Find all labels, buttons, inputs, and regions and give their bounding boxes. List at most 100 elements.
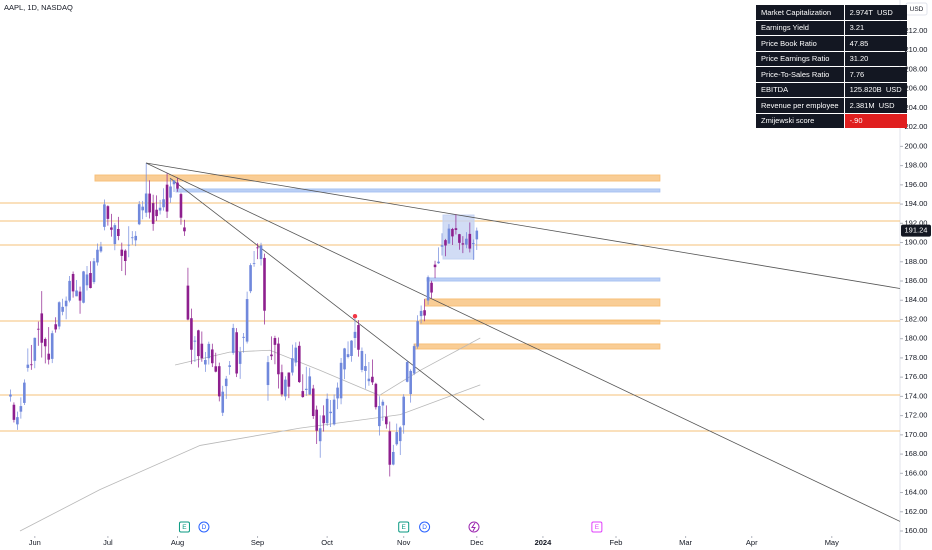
candle-body [430,282,433,293]
y-tick-label: 208.00 [905,64,928,73]
y-tick-label: 168.00 [905,449,928,458]
candle-body [336,387,339,399]
axes: 160.00 162.00 164.00 166.00 168.00 170.00 172.… [29,26,931,547]
y-tick-label: 172.00 [905,411,928,420]
candle-body [19,406,23,412]
candle-body [183,227,186,232]
candle-body [103,204,106,227]
candle-body [346,354,350,357]
candle-body [40,313,44,343]
x-tick-label: Apr [746,538,758,547]
x-tick-label: Sep [251,538,264,547]
candle-body [127,244,131,246]
y-tick-label: 204.00 [905,103,928,112]
candle-body [207,343,211,359]
candle-body [50,333,54,359]
candle-body [252,263,256,264]
candle-body [158,207,162,211]
candle-body [43,338,47,347]
y-tick-label: 178.00 [905,353,928,362]
y-tick-label: 206.00 [905,84,928,93]
candle-body [249,265,252,292]
table-label: Price-To-Sales Ratio [756,67,844,82]
x-tick-label: Jul [103,538,113,547]
candle-body [141,206,144,211]
candle-body [82,271,85,303]
table-value: 125.820B USD [844,82,907,97]
candle-body [12,404,16,420]
candle-body [329,411,332,414]
y-tick-label: 198.00 [905,161,928,170]
zone [419,319,661,325]
zone [175,188,661,193]
candle-body [357,325,360,350]
table-value: 3.21 [844,20,907,35]
candle-body [148,193,151,213]
candle-body [151,203,155,224]
x-tick-label: 2024 [535,538,553,547]
candle-body [287,372,291,387]
candle-body [36,328,40,330]
candle-body [134,235,138,241]
candle-body [193,340,197,342]
candle-body [99,246,103,252]
candle-body [235,332,238,374]
candle-body [343,348,346,370]
event-icon [419,521,431,533]
candle-body [409,370,412,395]
x-tick-label: Feb [610,538,623,547]
event-icon [591,521,603,533]
trendline [145,162,900,522]
event-label: E [595,524,600,531]
candle-body [61,306,64,312]
marker [352,313,358,319]
candle-body [350,340,353,356]
candle-body [30,364,33,366]
candle-body [33,337,37,361]
event-icon [178,521,190,533]
candle-body [339,362,343,399]
y-tick-label: 166.00 [905,468,928,477]
candle-body [353,331,357,339]
zone [94,174,661,182]
y-tick-label: 194.00 [905,199,928,208]
candle-body [204,359,207,365]
x-tick-label: Oct [321,538,334,547]
candle-body [385,416,388,425]
candle-body [388,431,392,465]
candle-body [381,401,385,406]
candle-body [23,382,26,403]
y-tick-label: 170.00 [905,430,928,439]
table-label: Price Book Ratio [756,36,844,51]
candle-body [54,324,57,330]
candle-body [9,394,12,397]
candle-body [221,391,225,413]
candle-body [444,240,447,246]
candle-body [263,257,266,311]
zone [413,343,661,350]
candle-body [155,209,158,217]
table-value: 47.85 [844,36,907,51]
y-tick-label: 174.00 [905,391,928,400]
y-tick-label: 186.00 [905,276,928,285]
candle-body [190,318,193,350]
last-price-box [901,224,931,237]
y-tick-label: 212.00 [905,26,928,35]
event-label: D [422,524,427,531]
y-tick-label: 160.00 [905,526,928,535]
candle-body [315,409,319,431]
x-tick-label: Dec [470,538,484,547]
last-price-label: 191.24 [905,226,928,235]
candle-body [120,249,124,256]
table-value: 31.20 [844,51,907,66]
candle-body [16,417,19,425]
fundamentals-table: Market Capitalization 2.974T USD Earnings … [755,4,908,129]
candle-body [165,184,169,212]
candle-body [419,310,423,317]
y-tick-label: 164.00 [905,488,928,497]
candle-body [451,228,454,237]
candle-body [197,330,200,357]
y-tick-label: 188.00 [905,257,928,266]
y-tick-label: 192.00 [905,218,928,227]
